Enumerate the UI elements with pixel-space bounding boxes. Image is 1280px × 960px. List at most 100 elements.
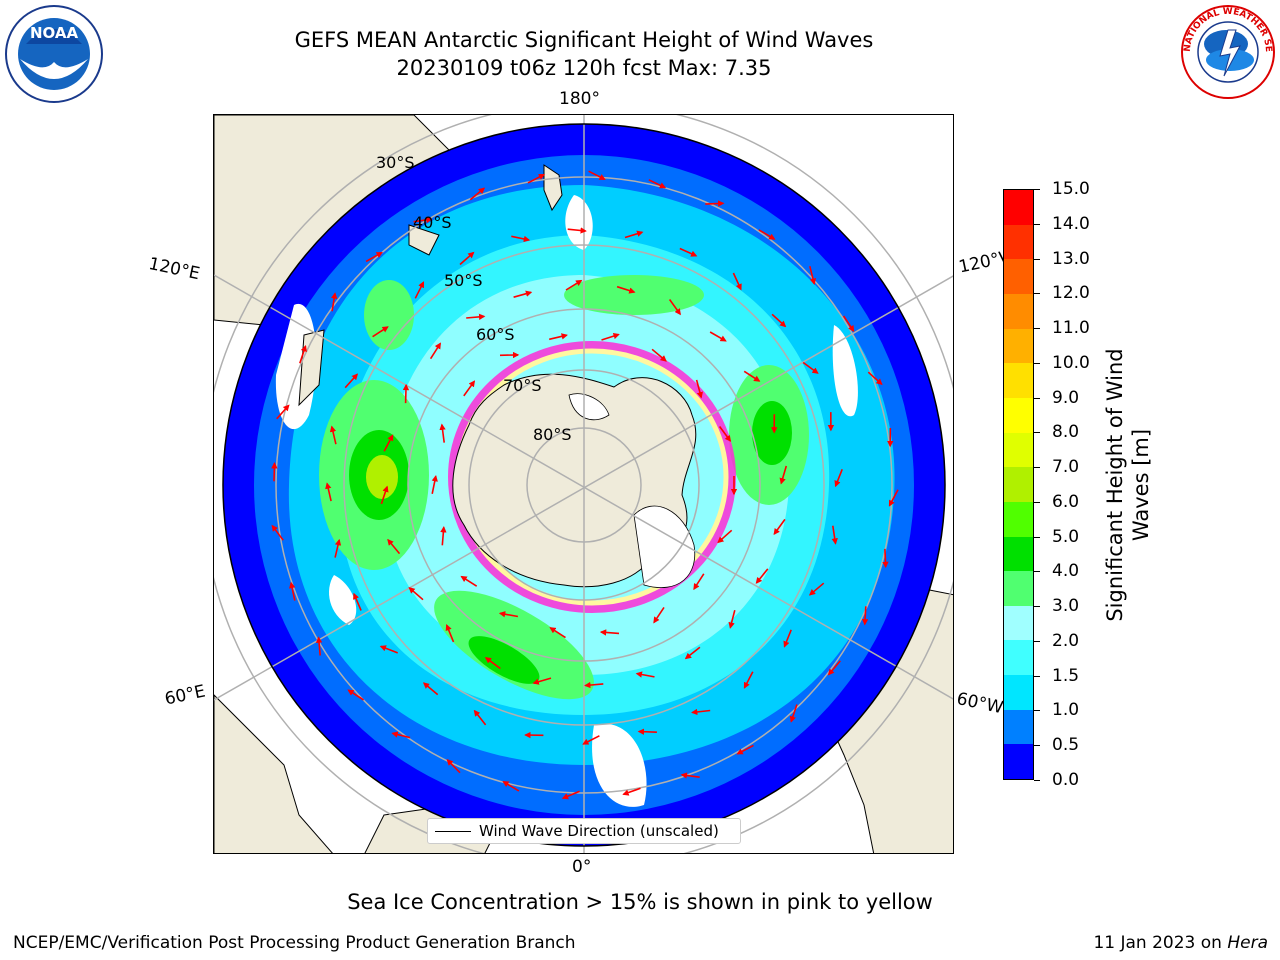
colorbar-tick xyxy=(1034,397,1040,399)
wave-direction-arrow xyxy=(679,247,698,257)
lat-label-70s: 70°S xyxy=(503,376,542,395)
wave-direction-arrow xyxy=(668,299,681,316)
wave-direction-arrow xyxy=(888,489,899,507)
wave-direction-arrow xyxy=(802,361,819,374)
colorbar-segment xyxy=(1004,501,1033,537)
noaa-logo: NOAA xyxy=(5,5,103,103)
wave-direction-arrow xyxy=(648,179,667,189)
wave-direction-arrow xyxy=(789,704,798,723)
wave-direction-arrow xyxy=(299,344,307,364)
colorbar-tick xyxy=(1034,640,1040,642)
colorbar-tick-label: 10.0 xyxy=(1052,352,1090,373)
lon-label-60w: 60°W xyxy=(954,689,1005,719)
colorbar-tick-label: 0.5 xyxy=(1052,735,1080,756)
wave-direction-arrow xyxy=(511,235,531,243)
colorbar-segment xyxy=(1004,744,1033,779)
colorbar-tick xyxy=(1034,467,1040,469)
colorbar-tick-label: 3.0 xyxy=(1052,596,1080,617)
wave-direction-arrow xyxy=(709,331,727,342)
wave-direction-arrow xyxy=(831,525,838,545)
wave-direction-arrow xyxy=(513,290,533,298)
wave-direction-arrow xyxy=(624,230,644,239)
colorbar-tick xyxy=(1034,328,1040,330)
colorbar-tick-label: 7.0 xyxy=(1052,457,1080,478)
wave-direction-arrow xyxy=(498,611,519,618)
wave-direction-arrow xyxy=(413,216,433,224)
colorbar-tick-label: 1.0 xyxy=(1052,700,1080,721)
wave-direction-arrow xyxy=(588,170,606,181)
colorbar-tick xyxy=(1034,745,1040,747)
colorbar-tick xyxy=(1034,571,1040,573)
colorbar-tick xyxy=(1034,189,1040,190)
wave-direction-arrow xyxy=(783,629,792,648)
lat-label-50s: 50°S xyxy=(444,271,483,290)
wave-direction-arrow xyxy=(653,606,665,624)
wave-direction-arrow xyxy=(463,380,476,397)
wave-direction-arrow xyxy=(771,313,787,328)
lat-label-30s: 30°S xyxy=(376,153,415,172)
colorbar-title: Significant Height of Wind Waves [m] xyxy=(1103,348,1153,622)
lon-label-60e: 60°E xyxy=(163,681,208,710)
wave-direction-arrow xyxy=(773,518,786,536)
map-panel[interactable] xyxy=(213,114,954,854)
colorbar-segment xyxy=(1004,224,1033,260)
wave-direction-arrow xyxy=(867,371,883,386)
wave-direction-arrow xyxy=(325,482,332,502)
wave-direction-arrow xyxy=(561,790,580,800)
wave-direction-arrow xyxy=(827,660,841,676)
wave-direction-arrow xyxy=(315,636,323,656)
colorbar-tick-label: 15.0 xyxy=(1052,179,1090,199)
wave-direction-arrow xyxy=(809,266,817,285)
antarctica xyxy=(452,373,697,588)
graticule xyxy=(214,115,953,853)
wave-direction-arrow xyxy=(431,474,438,494)
wave-direction-arrow xyxy=(693,573,705,591)
colorbar-tick xyxy=(1034,501,1040,503)
wave-direction-arrow xyxy=(365,251,383,263)
wave-direction-arrow xyxy=(372,326,389,338)
colorbar-tick-label: 6.0 xyxy=(1052,491,1080,512)
wave-direction-arrow xyxy=(755,568,769,584)
colorbar-tick xyxy=(1034,362,1040,364)
wave-direction-arrow xyxy=(637,728,657,735)
noaa-logo-text: NOAA xyxy=(30,24,79,42)
wave-direction-arrow xyxy=(344,373,359,389)
wave-direction-arrow xyxy=(440,526,447,546)
wave-direction-arrow xyxy=(599,629,620,636)
footer-machine: Hera xyxy=(1227,933,1268,953)
wave-direction-arrow xyxy=(779,465,788,485)
lon-label-120e: 120°E xyxy=(146,254,202,285)
colorbar-segment xyxy=(1004,640,1033,676)
wave-direction-arrow xyxy=(353,592,362,611)
map-boundary xyxy=(222,123,946,847)
wave-direction-arrow xyxy=(651,348,667,362)
wave-direction-arrow xyxy=(695,379,703,399)
wave-direction-arrow xyxy=(329,425,337,445)
wave-direction-arrow xyxy=(460,575,478,587)
wave-direction-arrow xyxy=(808,582,825,596)
footer-credit: NCEP/EMC/Verification Post Processing Pr… xyxy=(13,933,576,953)
chart-subtitle: 20230109 t06z 120h fcst Max: 7.35 xyxy=(396,56,772,80)
wave-height-field xyxy=(223,124,945,846)
colorbar-segment xyxy=(1004,605,1033,641)
wave-direction-arrow xyxy=(334,538,342,558)
wave-direction-arrow xyxy=(473,709,487,726)
legend-line-icon xyxy=(435,830,471,832)
wave-direction-arrow xyxy=(549,333,568,341)
wave-direction-arrow xyxy=(402,383,410,404)
wave-direction-arrow xyxy=(429,342,441,360)
wave-direction-arrow xyxy=(582,735,600,745)
wave-direction-arrow xyxy=(383,434,394,452)
wave-direction-arrow xyxy=(347,689,365,701)
colorbar-segment xyxy=(1004,467,1033,502)
lon-label-180: 180° xyxy=(559,89,600,109)
wave-direction-arrow xyxy=(567,227,587,234)
wave-direction-arrow xyxy=(718,426,732,442)
wave-direction-arrow xyxy=(743,671,754,689)
colorbar-segment xyxy=(1004,328,1033,364)
lon-label-0: 0° xyxy=(572,857,592,877)
wave-direction-arrow xyxy=(271,462,278,482)
wind-wave-arrows xyxy=(271,170,899,800)
colorbar-segment xyxy=(1004,709,1033,745)
wave-direction-arrow xyxy=(717,529,733,544)
